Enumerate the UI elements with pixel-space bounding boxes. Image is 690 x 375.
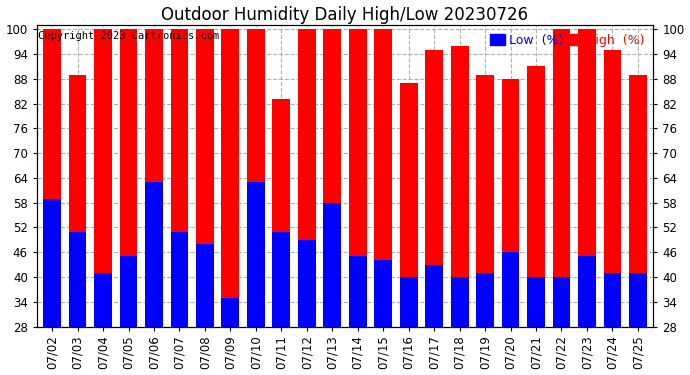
Bar — [349, 29, 366, 375]
Bar — [298, 29, 316, 375]
Bar — [145, 182, 163, 375]
Text: Copyright 2023 Cartronics.com: Copyright 2023 Cartronics.com — [38, 31, 219, 41]
Bar — [69, 232, 86, 375]
Bar — [94, 29, 112, 375]
Bar — [374, 261, 392, 375]
Bar — [425, 265, 443, 375]
Bar — [476, 273, 494, 375]
Bar — [425, 50, 443, 375]
Bar — [349, 256, 366, 375]
Bar — [451, 277, 469, 375]
Bar — [502, 252, 520, 375]
Bar — [324, 202, 341, 375]
Bar — [629, 273, 647, 375]
Bar — [527, 277, 545, 375]
Bar — [324, 29, 341, 375]
Bar — [247, 182, 265, 375]
Bar — [170, 232, 188, 375]
Bar — [476, 75, 494, 375]
Bar — [578, 29, 596, 375]
Bar — [170, 29, 188, 375]
Bar — [604, 273, 621, 375]
Bar — [43, 29, 61, 375]
Bar — [145, 29, 163, 375]
Bar — [553, 277, 571, 375]
Bar — [400, 277, 417, 375]
Bar — [374, 29, 392, 375]
Bar — [604, 50, 621, 375]
Bar — [629, 75, 647, 375]
Bar — [196, 29, 214, 375]
Bar — [119, 256, 137, 375]
Title: Outdoor Humidity Daily High/Low 20230726: Outdoor Humidity Daily High/Low 20230726 — [161, 6, 529, 24]
Bar — [298, 240, 316, 375]
Bar — [451, 46, 469, 375]
Bar — [578, 256, 596, 375]
Bar — [221, 298, 239, 375]
Bar — [553, 29, 571, 375]
Bar — [502, 79, 520, 375]
Bar — [94, 273, 112, 375]
Bar — [273, 232, 290, 375]
Bar — [527, 66, 545, 375]
Bar — [196, 244, 214, 375]
Bar — [43, 198, 61, 375]
Legend: Low  (%), High  (%): Low (%), High (%) — [488, 32, 647, 50]
Bar — [400, 83, 417, 375]
Bar — [273, 99, 290, 375]
Bar — [119, 29, 137, 375]
Bar — [221, 29, 239, 375]
Bar — [247, 29, 265, 375]
Bar — [69, 75, 86, 375]
